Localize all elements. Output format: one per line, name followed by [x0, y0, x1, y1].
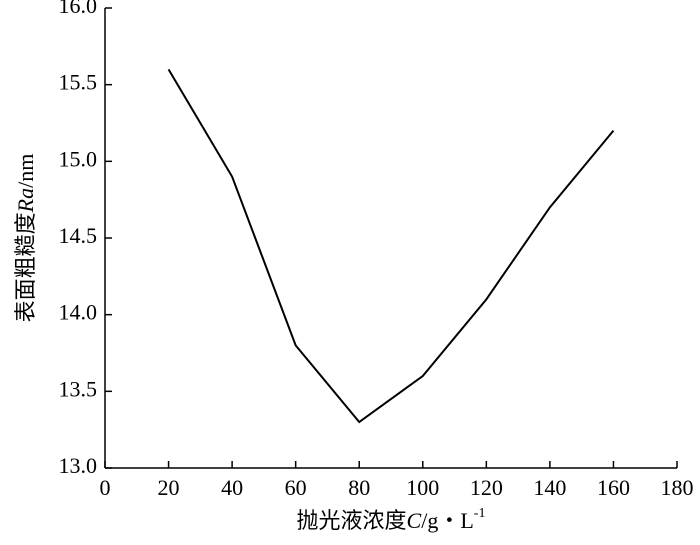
y-tick-label: 14.0: [59, 300, 98, 325]
x-label-unit: /g・L: [421, 508, 474, 533]
y-tick-label: 16.0: [59, 0, 98, 18]
y-tick-label: 13.5: [59, 376, 98, 401]
y-label-symbol: Ra: [13, 188, 38, 213]
y-tick-label: 15.5: [59, 70, 98, 95]
x-tick-label: 180: [661, 475, 694, 500]
x-label-text: 抛光液浓度: [297, 508, 407, 533]
x-label-symbol: C: [407, 508, 422, 533]
x-tick-label: 80: [348, 475, 370, 500]
x-tick-label: 60: [285, 475, 307, 500]
x-tick-label: 120: [470, 475, 503, 500]
y-label-text: 表面粗糙度: [13, 212, 38, 322]
y-tick-label: 13.0: [59, 453, 98, 478]
y-tick-label: 14.5: [59, 223, 98, 248]
x-tick-label: 160: [597, 475, 630, 500]
x-label-exponent: -1: [474, 506, 486, 521]
y-label-unit: /nm: [13, 154, 38, 188]
y-tick-label: 15.0: [59, 146, 98, 171]
x-tick-label: 140: [533, 475, 566, 500]
x-axis-label: 抛光液浓度C/g・L-1: [297, 506, 486, 533]
x-tick-label: 40: [221, 475, 243, 500]
x-tick-label: 0: [100, 475, 111, 500]
x-tick-label: 100: [406, 475, 439, 500]
x-tick-label: 20: [158, 475, 180, 500]
data-line: [167, 68, 615, 424]
y-axis-label: 表面粗糙度Ra/nm: [13, 154, 38, 323]
